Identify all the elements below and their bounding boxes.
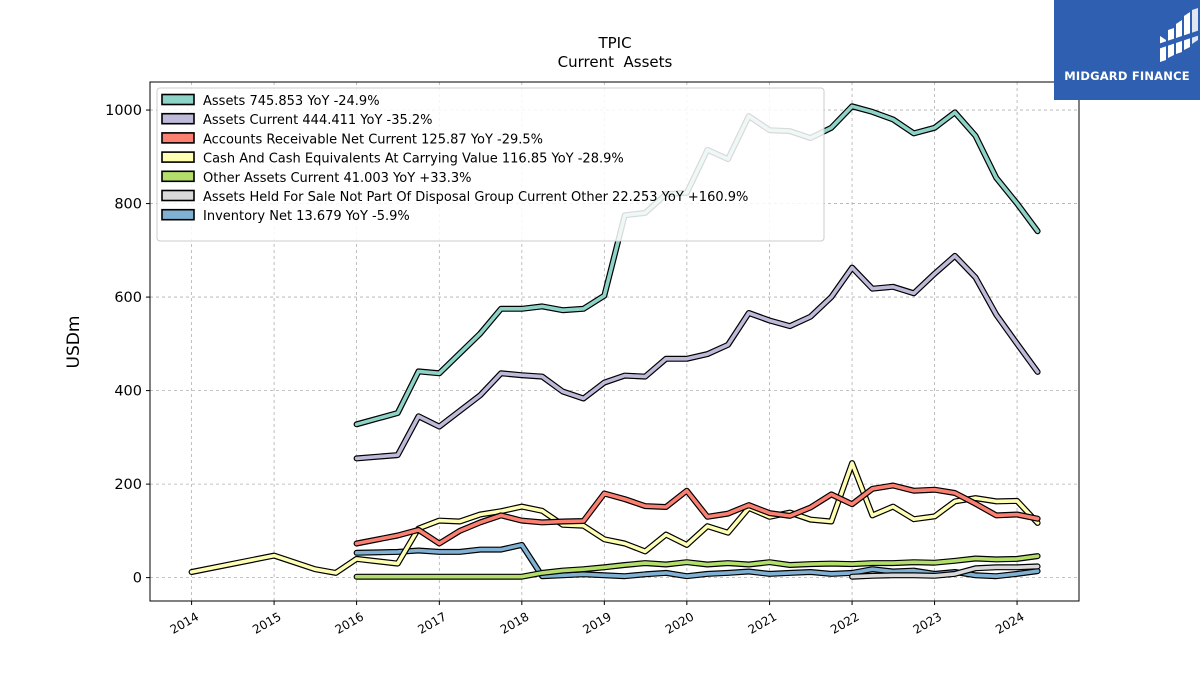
series-line (850, 564, 1040, 579)
x-tick-label: 2020 (663, 609, 696, 636)
x-tick-label: 2023 (911, 609, 944, 636)
chart-subtitle: Current Assets (558, 53, 673, 71)
series-assets-current (353, 252, 1041, 462)
x-tick-label: 2017 (415, 609, 448, 636)
brand-logo: MIDGARD FINANCE (1054, 0, 1200, 100)
legend-entry: Assets Current 444.411 YoY -35.2% (161, 112, 433, 128)
series-cash-and-cash-equivalents-at-carrying-value (188, 460, 1041, 576)
chart-title: TPIC (597, 34, 631, 52)
legend-entry: Other Assets Current 41.003 YoY +33.3% (161, 170, 472, 186)
legend-entry: Assets 745.853 YoY -24.9% (161, 93, 380, 109)
legend-label: Accounts Receivable Net Current 125.87 Y… (203, 132, 543, 147)
y-tick-label: 1000 (105, 103, 142, 119)
legend-swatch (161, 151, 195, 163)
x-tick-label: 2019 (580, 609, 613, 636)
x-tick-label: 2021 (746, 609, 779, 636)
legend-box (156, 87, 825, 242)
legend-swatch (161, 132, 195, 144)
legend-label: Assets Current 444.411 YoY -35.2% (203, 113, 433, 128)
y-tick-label: 200 (114, 477, 142, 493)
y-tick-label: 400 (114, 384, 142, 400)
series-line (354, 254, 1040, 461)
legend-entry: Assets Held For Sale Not Part Of Disposa… (161, 189, 748, 205)
y-tick-label: 600 (114, 290, 142, 306)
x-tick-label: 2018 (498, 609, 531, 636)
series-line (189, 461, 1040, 575)
legend-label: Other Assets Current 41.003 YoY +33.3% (203, 171, 472, 186)
plot-frame (149, 81, 1080, 602)
y-axis-label: USDm (64, 316, 84, 369)
series-line (354, 483, 1040, 546)
series-accounts-receivable-net-current (353, 482, 1041, 547)
legend-label: Assets Held For Sale Not Part Of Disposa… (203, 190, 748, 205)
legend-swatch (161, 208, 195, 221)
legend-swatch (161, 93, 195, 106)
series-other-assets-current (353, 553, 1041, 580)
x-tick-label: 2022 (828, 609, 861, 636)
legend-label: Cash And Cash Equivalents At Carrying Va… (203, 152, 624, 167)
x-tick-label: 2024 (993, 609, 1026, 636)
x-tick-label: 2016 (333, 609, 366, 636)
x-axis: 2014 2015 2016 2017 2018 2019 2020 2021 2022 2023… (168, 601, 1027, 637)
legend-entry: Accounts Receivable Net Current 125.87 Y… (161, 132, 543, 147)
y-tick-label: 0 (133, 571, 142, 587)
legend-label: Inventory Net 13.679 YoY -5.9% (203, 209, 410, 224)
x-tick-label: 2014 (168, 609, 201, 636)
legend: Assets 745.853 YoY -24.9% Assets Current … (156, 87, 825, 242)
legend-entry: Inventory Net 13.679 YoY -5.9% (161, 208, 410, 224)
legend-swatch (161, 112, 195, 125)
x-tick-label: 2015 (250, 609, 283, 636)
y-axis: 0 200 400 600 800 1000 (105, 103, 150, 587)
series-assets-held-for-sale-not-part-of-disposal-group-current-other (849, 563, 1041, 580)
series-lines (188, 103, 1041, 580)
legend-swatch (161, 170, 195, 183)
series-line (354, 554, 1040, 579)
y-tick-label: 800 (114, 197, 142, 213)
legend-swatch (161, 189, 195, 202)
logo-text: MIDGARD FINANCE (1064, 69, 1190, 83)
midgard-logo-icon (1158, 8, 1200, 62)
legend-entry: Cash And Cash Equivalents At Carrying Va… (161, 151, 624, 167)
legend-label: Assets 745.853 YoY -24.9% (203, 94, 380, 109)
